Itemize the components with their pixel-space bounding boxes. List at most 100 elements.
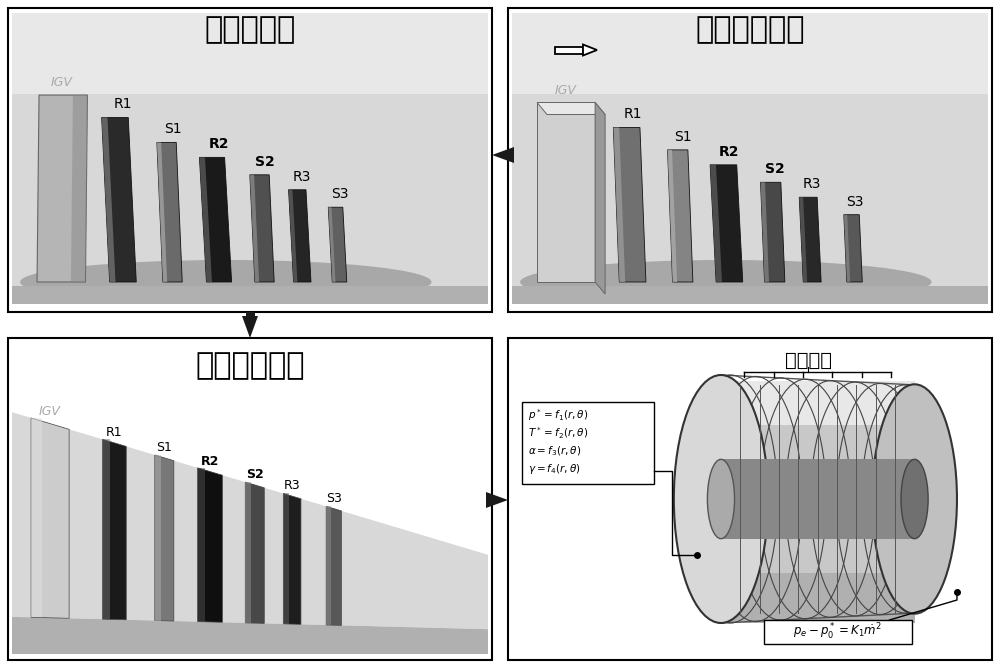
Polygon shape [326, 506, 331, 625]
Bar [12, 13, 488, 94]
Polygon shape [492, 147, 514, 163]
Text: S2: S2 [255, 155, 274, 169]
Polygon shape [583, 45, 597, 55]
Polygon shape [245, 482, 251, 623]
Bar [721, 425, 915, 573]
Text: $\alpha = f_3(r,\theta)$: $\alpha = f_3(r,\theta)$ [528, 445, 581, 458]
Polygon shape [198, 468, 222, 623]
Bar [12, 94, 488, 304]
Bar [721, 573, 915, 623]
Text: 三维几何叶型: 三维几何叶型 [695, 15, 805, 45]
Polygon shape [613, 128, 625, 282]
Bar [246, 312, 254, 316]
Ellipse shape [707, 460, 735, 538]
Polygon shape [31, 418, 42, 617]
Ellipse shape [520, 260, 932, 304]
Bar [512, 286, 988, 304]
Text: S3: S3 [326, 492, 342, 504]
Text: S3: S3 [331, 187, 348, 201]
Polygon shape [157, 142, 167, 282]
Polygon shape [799, 197, 807, 282]
Bar [12, 286, 488, 304]
Polygon shape [844, 214, 862, 282]
Text: R1: R1 [623, 108, 642, 122]
Bar [486, 496, 492, 504]
Ellipse shape [872, 384, 957, 614]
Polygon shape [799, 197, 821, 282]
Text: S1: S1 [674, 130, 692, 144]
Polygon shape [198, 468, 205, 622]
Polygon shape [668, 150, 693, 282]
Polygon shape [155, 455, 174, 621]
Polygon shape [102, 440, 126, 620]
Ellipse shape [901, 460, 928, 538]
Polygon shape [668, 150, 677, 282]
Polygon shape [328, 207, 335, 282]
Polygon shape [289, 190, 311, 282]
Bar [8, 338, 492, 660]
Text: 叶片区域: 叶片区域 [785, 351, 832, 369]
Text: $T^* = f_2(r,\theta)$: $T^* = f_2(r,\theta)$ [528, 426, 588, 441]
Bar [512, 94, 988, 304]
Polygon shape [12, 617, 488, 654]
Bar [512, 13, 988, 94]
Polygon shape [283, 494, 301, 625]
Text: $p^* = f_1(r,\theta)$: $p^* = f_1(r,\theta)$ [528, 407, 588, 424]
Text: R3: R3 [284, 479, 300, 492]
Text: S2: S2 [765, 162, 785, 176]
Bar [8, 8, 492, 312]
Polygon shape [199, 158, 212, 282]
Polygon shape [71, 95, 87, 282]
Text: IGV: IGV [50, 76, 72, 89]
Text: R1: R1 [114, 98, 132, 112]
Polygon shape [328, 207, 347, 282]
Text: R1: R1 [106, 426, 123, 439]
Polygon shape [710, 165, 722, 282]
Bar [508, 150, 514, 160]
Text: S1: S1 [164, 122, 181, 136]
Bar [508, 8, 992, 312]
Text: S3: S3 [846, 194, 863, 208]
Text: R2: R2 [719, 145, 740, 159]
Text: S2: S2 [246, 468, 264, 481]
Polygon shape [245, 482, 264, 623]
Bar [764, 620, 912, 644]
Polygon shape [37, 95, 87, 282]
Polygon shape [12, 344, 488, 555]
Text: R2: R2 [209, 138, 229, 152]
Polygon shape [242, 316, 258, 338]
Polygon shape [486, 492, 508, 508]
Polygon shape [155, 455, 161, 621]
Polygon shape [31, 418, 69, 619]
Polygon shape [761, 182, 769, 282]
Text: R3: R3 [803, 177, 821, 191]
Polygon shape [102, 118, 115, 282]
Text: S1: S1 [156, 441, 172, 454]
Text: $\gamma = f_4(r,\theta)$: $\gamma = f_4(r,\theta)$ [528, 462, 581, 476]
Polygon shape [250, 175, 274, 282]
Polygon shape [844, 214, 850, 282]
Polygon shape [537, 102, 605, 114]
Polygon shape [710, 165, 743, 282]
Text: $p_e - p_0^* = K_1\dot{m}^2$: $p_e - p_0^* = K_1\dot{m}^2$ [793, 622, 882, 642]
Polygon shape [283, 494, 289, 624]
Polygon shape [250, 175, 259, 282]
Polygon shape [102, 118, 136, 282]
Polygon shape [289, 190, 297, 282]
Bar [522, 401, 654, 484]
Text: 三维中弧面: 三维中弧面 [204, 15, 296, 45]
Text: R2: R2 [201, 454, 219, 468]
Polygon shape [613, 128, 646, 282]
Polygon shape [12, 412, 488, 629]
Bar [555, 47, 583, 53]
Polygon shape [199, 158, 232, 282]
Bar [721, 460, 915, 538]
Ellipse shape [20, 260, 432, 304]
Ellipse shape [674, 375, 768, 623]
Polygon shape [537, 102, 595, 282]
Bar [508, 338, 992, 660]
Text: 子午基元流道: 子午基元流道 [195, 351, 305, 381]
Polygon shape [157, 142, 182, 282]
Text: IGV: IGV [39, 405, 61, 418]
Text: R3: R3 [293, 170, 311, 184]
